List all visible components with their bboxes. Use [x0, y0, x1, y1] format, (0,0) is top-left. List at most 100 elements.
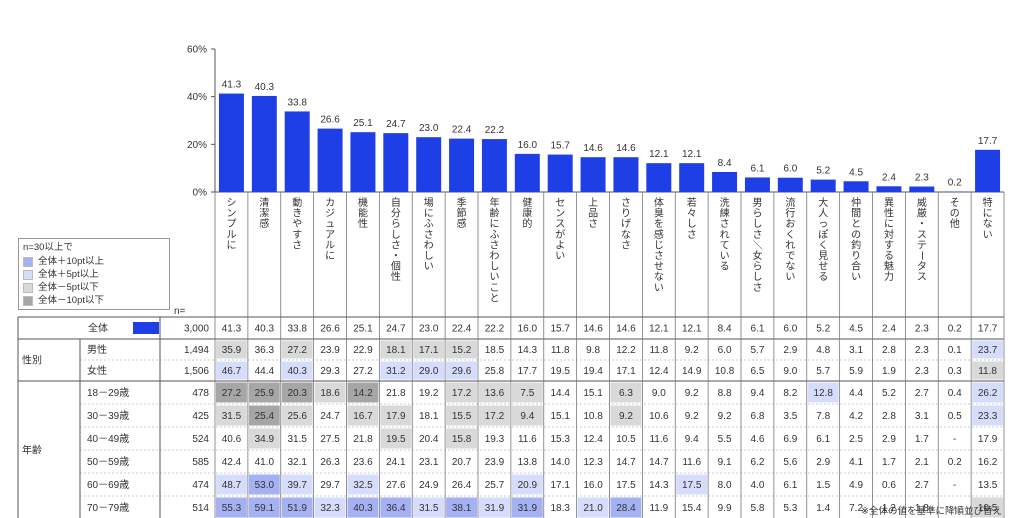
legend-item: 全体－10pt以下 [23, 294, 165, 307]
category-label-char: 人 [818, 208, 828, 220]
category-label-char: ・ [391, 251, 401, 262]
shaded-cell [216, 382, 247, 403]
table-cell: 9.9 [718, 503, 732, 514]
row-label: 70－79歳 [87, 502, 129, 514]
table-cell: 5.5 [718, 434, 732, 445]
data-label: 12.1 [682, 149, 702, 160]
table-cell: 25.1 [353, 324, 373, 335]
table-cell: 1.7 [882, 457, 896, 468]
category-label-char: 能 [358, 207, 368, 220]
data-label: 33.8 [287, 97, 307, 108]
table-cell: 14.6 [616, 324, 636, 335]
table-cell: 33.8 [287, 324, 307, 335]
legend-item: 全体－5pt以下 [23, 281, 165, 294]
table-cell: 34.9 [255, 434, 275, 445]
table-cell: 3.1 [915, 411, 929, 422]
category-label-char: を [654, 218, 664, 230]
category-label-char: 機 [358, 196, 368, 209]
table-cell: 6.9 [783, 434, 797, 445]
table-cell: 0.4 [948, 388, 962, 399]
category-label-char: し [752, 271, 762, 283]
y-tick-label: 20% [187, 140, 207, 151]
table-cell: 2.3 [915, 366, 929, 377]
table-cell: 12.4 [583, 434, 603, 445]
table-cell: 2.4 [882, 324, 896, 335]
table-cell: 5.8 [750, 503, 764, 514]
category-label-char: さ [391, 239, 401, 251]
category-label-char: わ [424, 239, 434, 251]
table-cell: 21.8 [386, 388, 406, 399]
table-cell: 5.7 [816, 366, 830, 377]
shaded-cell [610, 405, 642, 426]
table-cell: 10.8 [715, 366, 735, 377]
category-label-char: に [489, 218, 499, 230]
y-tick-label: 40% [187, 92, 207, 103]
category-label-char: 女 [752, 249, 762, 262]
category-label-char: い [720, 251, 730, 262]
category-label-char: の [950, 209, 960, 220]
category-label-char: 若 [687, 196, 697, 209]
table-cell: 23.9 [320, 345, 340, 356]
table-cell: 11.6 [649, 434, 668, 445]
table-cell: 5.6 [783, 457, 797, 468]
category-label-char: 季 [457, 197, 467, 209]
category-label-char: ／ [751, 240, 763, 250]
category-label-char: 節 [457, 207, 467, 220]
shaded-cell [446, 361, 477, 380]
category-label-char: 性 [884, 207, 894, 220]
legend-item: 全体＋5pt以上 [23, 268, 165, 281]
row-n: 1,494 [184, 345, 209, 356]
shaded-cell [479, 382, 510, 403]
category-label-char: さ [489, 239, 499, 251]
table-cell: 31.9 [518, 503, 538, 514]
category-label-char: れ [785, 239, 795, 251]
category-label-char: さ [752, 229, 762, 241]
row-label: 男性 [87, 343, 107, 356]
category-label-char: さ [292, 239, 302, 251]
category-label-char: 威 [917, 196, 927, 209]
table-cell: 38.1 [452, 503, 472, 514]
shaded-cell [216, 474, 247, 495]
table-cell: 0.3 [948, 366, 962, 377]
table-cell: 5.7 [750, 345, 764, 356]
table-cell: 0.5 [948, 411, 962, 422]
data-label: 0.2 [948, 178, 962, 189]
category-label-char: 体 [654, 197, 664, 209]
table-cell: 4.9 [849, 480, 863, 491]
category-label-char: タ [917, 261, 927, 273]
category-label-char: げ [621, 218, 631, 230]
table-cell: 24.7 [386, 324, 406, 335]
table-cell: 9.2 [685, 388, 699, 399]
category-label-char: 上 [588, 197, 598, 209]
category-label-char: ふ [489, 229, 499, 241]
bar [350, 132, 376, 192]
table-cell: 6.0 [718, 345, 732, 356]
table-cell: 2.7 [915, 388, 929, 399]
category-label-char: 間 [851, 208, 861, 220]
bar [514, 153, 540, 192]
category-label-char: 力 [884, 270, 894, 283]
table-cell: 17.7 [518, 366, 538, 377]
shaded-cell [380, 361, 412, 380]
table-cell: 6.5 [750, 366, 764, 377]
table-cell: 14.7 [649, 457, 669, 468]
table-cell: 24.9 [419, 480, 439, 491]
table-cell: 17.1 [419, 345, 439, 356]
row-label: 女性 [87, 364, 107, 377]
category-label-char: シ [226, 198, 236, 209]
table-cell: 21.8 [353, 434, 373, 445]
table-cell: 31.2 [386, 366, 406, 377]
table-cell: 2.3 [915, 345, 929, 356]
row-n: 474 [192, 480, 209, 491]
data-label: 8.4 [718, 158, 732, 169]
legend-item: 全体＋10pt以上 [23, 255, 165, 268]
table-cell: 1.5 [816, 480, 830, 491]
table-cell: 20.7 [452, 457, 472, 468]
shaded-cell [972, 405, 1003, 426]
shaded-cell [347, 497, 379, 518]
bar [777, 177, 803, 192]
category-label-char: 釣 [851, 238, 861, 251]
category-label-char: 動 [292, 196, 302, 209]
category-label-char: な [621, 229, 631, 241]
category-label-char: さ [424, 229, 434, 241]
